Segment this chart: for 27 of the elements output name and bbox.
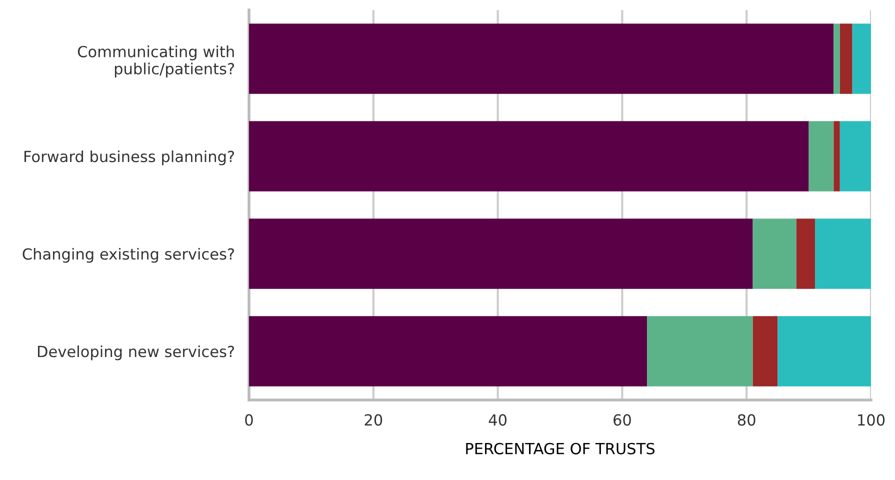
- bar: [834, 121, 840, 192]
- bar: [796, 218, 816, 289]
- bar: [852, 24, 871, 94]
- bar: [834, 24, 840, 94]
- x-tick-label: 20: [364, 414, 382, 426]
- y-tick-label: Communicating with public/patients?: [78, 46, 234, 78]
- bar: [840, 24, 852, 94]
- bar: [647, 316, 753, 386]
- x-tick-label: 80: [738, 414, 756, 426]
- bar: [752, 218, 796, 289]
- bar: [808, 121, 834, 192]
- bar: [815, 218, 871, 289]
- x-tick-label: 0: [245, 414, 253, 426]
- y-tick-label: Developing new services?: [38, 345, 234, 360]
- bar: [249, 218, 753, 289]
- x-axis-title: PERCENTAGE OF TRUSTS: [466, 442, 654, 454]
- bar: [249, 316, 648, 386]
- x-tick-label: 100: [858, 414, 885, 426]
- bar: [840, 121, 871, 192]
- y-tick-label: Changing existing services?: [22, 248, 234, 263]
- x-tick-label: 60: [614, 414, 631, 426]
- bar: [778, 316, 871, 386]
- bar: [249, 24, 834, 94]
- bar: [249, 121, 809, 192]
- bar: [752, 316, 778, 386]
- x-tick-label: 40: [488, 414, 507, 426]
- y-tick-label: Forward business planning?: [24, 150, 234, 166]
